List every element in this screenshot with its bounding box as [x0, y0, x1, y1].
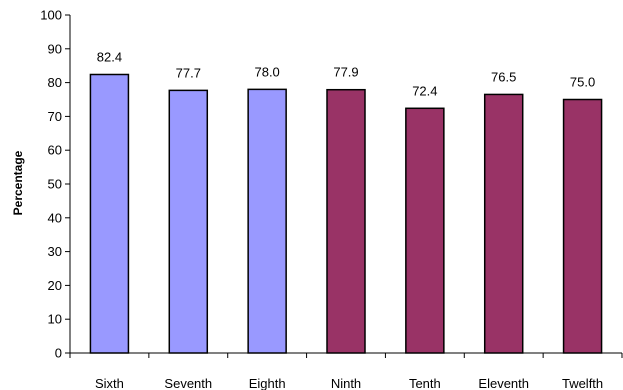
bars-group — [89, 73, 603, 354]
x-category-label: Eleventh — [478, 376, 529, 390]
x-category-label: Seventh — [164, 376, 212, 390]
data-label: 75.0 — [570, 75, 595, 90]
x-labels-group: Sixth Seventh Eighth Ninth Tenth Eleventh Twel… — [95, 376, 603, 390]
x-category-label: Tenth — [409, 376, 441, 390]
y-tick-label: 40 — [48, 210, 62, 225]
bar-eleventh — [483, 93, 524, 354]
bar-ninth — [326, 88, 366, 354]
x-category-label: Twelfth — [562, 376, 603, 390]
data-label: 77.9 — [333, 65, 358, 80]
data-labels-group: 82.4 77.7 78.0 77.9 72.4 76.5 75.0 — [97, 49, 595, 98]
bar-twelfth — [562, 98, 603, 354]
data-label: 82.4 — [97, 49, 122, 64]
y-tick-label: 90 — [48, 41, 62, 56]
data-label: 76.5 — [491, 69, 516, 84]
x-category-label: Ninth — [331, 376, 361, 390]
y-tick-label: 10 — [48, 312, 62, 327]
data-label: 72.4 — [412, 83, 437, 98]
y-tick-label: 20 — [48, 278, 62, 293]
y-tick-label: 0 — [55, 346, 62, 361]
bar-tenth — [405, 107, 445, 354]
y-tick-label: 70 — [48, 109, 62, 124]
y-tick-label: 60 — [48, 143, 62, 158]
y-axis-title: Percentage — [11, 150, 25, 215]
x-category-label: Sixth — [95, 376, 124, 390]
x-category-label: Eighth — [249, 376, 286, 390]
y-ticks-group: 0 10 20 30 40 50 60 70 80 90 100 — [40, 8, 623, 361]
y-tick-label: 80 — [48, 75, 62, 90]
y-tick-label: 30 — [48, 244, 62, 259]
y-tick-label: 100 — [40, 8, 62, 23]
bar-seventh — [168, 89, 209, 354]
bar-sixth — [89, 73, 130, 354]
data-label: 77.7 — [176, 65, 201, 80]
bar-eighth — [247, 88, 287, 354]
data-label: 78.0 — [254, 64, 279, 79]
y-tick-label: 50 — [48, 177, 62, 192]
